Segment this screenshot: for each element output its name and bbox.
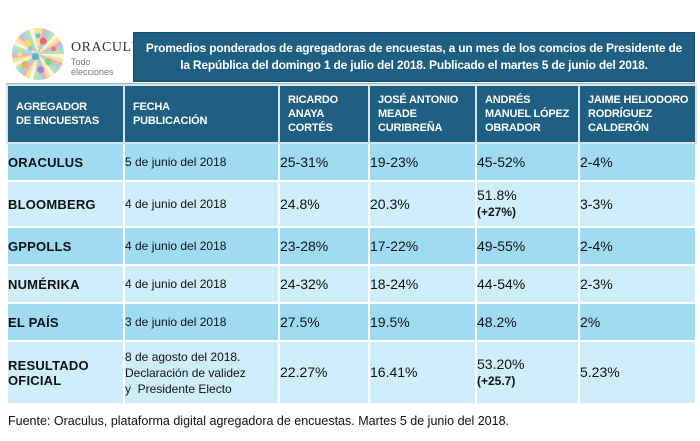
- cell-bronco: 2-3%: [578, 264, 697, 304]
- logo-tagline: Todo elecciones: [71, 57, 114, 77]
- source-footnote: Fuente: Oraculus, plataforma digital agr…: [8, 414, 510, 428]
- amlo-delta: (+25.7): [477, 373, 516, 388]
- table-row: ORACULUS 5 de junio del 2018 25-31% 19-2…: [6, 142, 697, 182]
- cell-amlo: 48.2%: [475, 302, 580, 342]
- amlo-value: 53.20%: [477, 355, 525, 372]
- cell-anaya: 22.27%: [278, 340, 370, 405]
- cell-meade: 19.5%: [368, 302, 477, 342]
- cell-amlo: 51.8% (+27%): [475, 180, 580, 228]
- cell-date: 4 de junio del 2018: [123, 264, 280, 304]
- cell-aggregator: EL PAÍS: [6, 302, 125, 342]
- cell-amlo: 44-54%: [475, 264, 580, 304]
- cell-amlo: 49-55%: [475, 226, 580, 266]
- oraculus-logo: ORACULUS Todo elecciones: [8, 26, 150, 82]
- amlo-delta: (+27%): [477, 205, 517, 219]
- header-aggregator: AGREGADOR DE ENCUESTAS: [6, 84, 125, 144]
- cell-anaya: 24.8%: [278, 180, 370, 228]
- cell-bronco: 5.23%: [578, 340, 697, 405]
- cell-bronco: 3-3%: [578, 180, 697, 228]
- cell-aggregator: RESULTADO OFICIAL: [6, 340, 125, 405]
- cell-date: 3 de junio del 2018: [123, 302, 280, 342]
- cell-date: 8 de agosto del 2018. Declaración de vali…: [123, 340, 280, 405]
- oraculus-logo-icon: [12, 28, 64, 80]
- cell-date: 5 de junio del 2018: [123, 142, 280, 182]
- table-row: BLOOMBERG 4 de junio del 2018 24.8% 20.3…: [6, 180, 697, 228]
- amlo-value: 51.8%: [477, 187, 517, 203]
- cell-bronco: 2%: [578, 302, 697, 342]
- cell-anaya: 27.5%: [278, 302, 370, 342]
- page-title: Promedios ponderados de agregadoras de e…: [133, 32, 695, 82]
- table-row: NUMÉRIKA 4 de junio del 2018 24-32% 18-2…: [6, 264, 697, 304]
- cell-aggregator: GPPOLLS: [6, 226, 125, 266]
- cell-bronco: 2-4%: [578, 226, 697, 266]
- cell-meade: 17-22%: [368, 226, 477, 266]
- header-amlo: ANDRÉS MANUEL LÓPEZ OBRADOR: [475, 84, 580, 144]
- divider: [6, 83, 695, 84]
- title-line-2: la República del domingo 1 de julio del …: [180, 58, 648, 72]
- header-date: FECHA PUBLICACIÓN: [123, 84, 280, 144]
- table-header-row: AGREGADOR DE ENCUESTAS FECHA PUBLICACIÓN R…: [6, 84, 697, 144]
- table-row: RESULTADO OFICIAL 8 de agosto del 2018. De…: [6, 340, 697, 405]
- cell-date: 4 de junio del 2018: [123, 226, 280, 266]
- cell-amlo: 45-52%: [475, 142, 580, 182]
- title-line-1: Promedios ponderados de agregadoras de e…: [145, 41, 683, 55]
- cell-anaya: 23-28%: [278, 226, 370, 266]
- cell-anaya: 25-31%: [278, 142, 370, 182]
- cell-bronco: 2-4%: [578, 142, 697, 182]
- cell-aggregator: NUMÉRIKA: [6, 264, 125, 304]
- header-anaya: RICARDO ANAYA CORTÉS: [278, 84, 370, 144]
- cell-meade: 18-24%: [368, 264, 477, 304]
- cell-aggregator: ORACULUS: [6, 142, 125, 182]
- cell-anaya: 24-32%: [278, 264, 370, 304]
- header-meade: JOSÉ ANTONIO MEADE CURIBREÑA: [368, 84, 477, 144]
- logo-name: ORACULUS: [71, 40, 151, 55]
- cell-amlo: 53.20% (+25.7): [475, 340, 580, 405]
- table-row: EL PAÍS 3 de junio del 2018 27.5% 19.5% …: [6, 302, 697, 342]
- polls-table: AGREGADOR DE ENCUESTAS FECHA PUBLICACIÓN R…: [6, 84, 697, 405]
- cell-date: 4 de junio del 2018: [123, 180, 280, 228]
- cell-aggregator: BLOOMBERG: [6, 180, 125, 228]
- table-row: GPPOLLS 4 de junio del 2018 23-28% 17-22…: [6, 226, 697, 266]
- cell-meade: 19-23%: [368, 142, 477, 182]
- cell-meade: 20.3%: [368, 180, 477, 228]
- cell-meade: 16.41%: [368, 340, 477, 405]
- header-bronco: JAIME HELIODORO RODRÍGUEZ CALDERÓN: [578, 84, 697, 144]
